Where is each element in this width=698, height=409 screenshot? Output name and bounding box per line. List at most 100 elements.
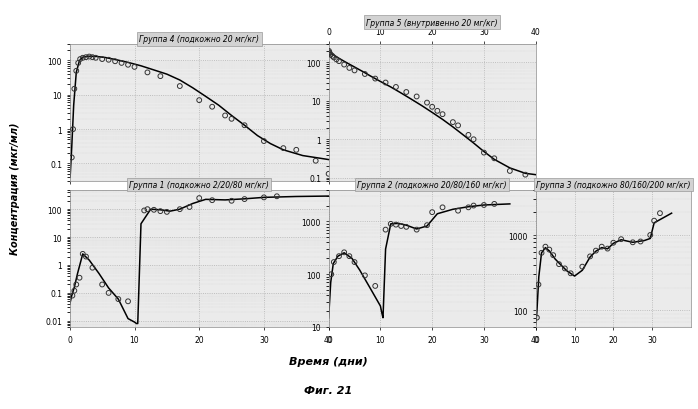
Point [149, 207, 160, 213]
Point [129, 65, 140, 71]
Point [608, 240, 619, 246]
Point [411, 94, 422, 101]
Point [66, 155, 77, 161]
Point [478, 202, 489, 209]
Point [596, 244, 607, 250]
Point [422, 100, 433, 107]
Point [142, 70, 153, 76]
Point [184, 204, 195, 211]
Point [278, 146, 289, 152]
Point [489, 201, 500, 208]
Point [155, 74, 166, 80]
Point [536, 250, 547, 256]
Point [174, 207, 186, 213]
Point [334, 59, 345, 65]
Point [504, 168, 515, 175]
Point [103, 57, 114, 64]
Title: Группа 1 (подкожно 2/20/80 мг/кг): Группа 1 (подкожно 2/20/80 мг/кг) [129, 180, 269, 189]
Point [331, 57, 342, 63]
Point [161, 209, 172, 216]
Point [74, 275, 85, 281]
Point [239, 196, 250, 203]
Point [87, 55, 98, 61]
Point [87, 265, 98, 271]
Point [591, 248, 602, 254]
Point [468, 203, 479, 209]
Text: Время (дни): Время (дни) [289, 356, 367, 366]
Point [90, 55, 101, 62]
Point [323, 171, 334, 178]
Point [139, 208, 150, 214]
Point [468, 137, 479, 143]
Point [68, 288, 80, 294]
Point [359, 72, 371, 78]
Point [426, 104, 438, 111]
Point [323, 49, 334, 55]
Point [396, 223, 407, 230]
Point [226, 198, 237, 204]
Point [463, 204, 474, 211]
Point [584, 254, 595, 260]
Point [411, 227, 422, 233]
Point [437, 204, 448, 211]
Text: Фиг. 21: Фиг. 21 [304, 384, 352, 395]
Point [310, 158, 321, 165]
Point [122, 62, 133, 69]
Title: Группа 4 (подкожно 20 мг/кг): Группа 4 (подкожно 20 мг/кг) [139, 35, 259, 44]
Point [328, 55, 339, 62]
Title: Группа 2 (подкожно 20/80/160 мг/кг): Группа 2 (подкожно 20/80/160 мг/кг) [357, 180, 507, 189]
Point [73, 61, 84, 67]
Point [370, 76, 381, 83]
Point [68, 86, 80, 93]
Point [452, 123, 463, 129]
Point [565, 270, 577, 277]
Point [258, 195, 269, 201]
Point [349, 68, 360, 74]
Point [478, 150, 489, 157]
Point [77, 251, 89, 258]
Point [207, 104, 218, 111]
Title: Группа 5 (внутривенно 20 мг/кг): Группа 5 (внутривенно 20 мг/кг) [366, 19, 498, 28]
Point [326, 271, 337, 278]
Point [258, 138, 269, 145]
Title: Группа 3 (подкожно 80/160/200 мг/кг): Группа 3 (подкожно 80/160/200 мг/кг) [536, 180, 690, 189]
Point [401, 90, 412, 96]
Point [489, 156, 500, 162]
Point [520, 172, 531, 178]
Point [616, 236, 627, 243]
Point [272, 193, 283, 200]
Point [77, 55, 89, 62]
Point [122, 298, 133, 305]
Point [390, 85, 401, 91]
Point [226, 116, 237, 123]
Point [349, 259, 360, 266]
Point [68, 126, 79, 133]
Point [533, 281, 544, 288]
Point [648, 218, 660, 225]
Point [380, 227, 391, 233]
Point [343, 65, 355, 72]
Point [602, 246, 613, 252]
Point [370, 283, 381, 290]
Point [334, 253, 345, 260]
Point [155, 208, 166, 215]
Point [70, 281, 82, 288]
Point [437, 112, 448, 118]
Point [324, 50, 335, 56]
Point [401, 224, 412, 231]
Point [559, 265, 570, 272]
Point [103, 290, 114, 297]
Point [645, 232, 656, 239]
Point [80, 254, 91, 260]
Point [174, 83, 186, 90]
Point [628, 239, 639, 246]
Point [113, 296, 124, 303]
Point [385, 221, 396, 227]
Point [339, 62, 350, 69]
Point [193, 196, 205, 202]
Point [544, 247, 555, 253]
Point [452, 208, 463, 214]
Point [328, 259, 339, 266]
Point [432, 108, 443, 115]
Point [324, 51, 335, 57]
